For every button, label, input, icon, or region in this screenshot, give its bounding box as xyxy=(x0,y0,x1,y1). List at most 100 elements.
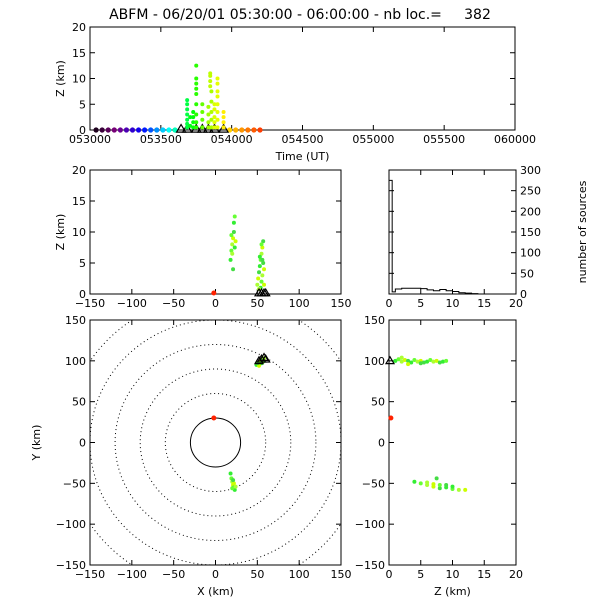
range-ring xyxy=(164,393,267,492)
source-point xyxy=(215,81,220,86)
z-y-y-ytick-label: 50 xyxy=(371,396,385,409)
plan-x-xtick-label: −100 xyxy=(117,568,147,581)
time-marker-dot xyxy=(111,127,117,133)
plan-y-ytick-label: 50 xyxy=(72,396,86,409)
source-point xyxy=(262,282,267,287)
source-point xyxy=(260,257,265,262)
plan-x-xtick-label: −150 xyxy=(75,568,105,581)
source-point xyxy=(212,102,217,107)
time-marker-dot xyxy=(93,127,99,133)
source-point xyxy=(260,273,265,278)
source-point xyxy=(431,359,436,364)
source-point xyxy=(261,239,266,244)
source-point xyxy=(261,261,266,265)
plan-y-axis-label: Y (km) xyxy=(30,425,43,462)
time-z-ytick-label: 5 xyxy=(79,98,86,111)
hist-x-xtick-label: 0 xyxy=(386,297,393,310)
source-point xyxy=(393,358,398,363)
source-point xyxy=(215,89,220,94)
source-point xyxy=(215,125,220,130)
time-marker-dot xyxy=(135,127,142,133)
source-point xyxy=(208,79,213,84)
range-ring xyxy=(139,368,292,517)
source-point xyxy=(185,117,190,122)
station-marker-triangle xyxy=(196,123,208,133)
source-point xyxy=(259,279,264,284)
x-z-panel: −150 −100 −50 0 50 100 150 0 5 10 15 20 Z (km) xyxy=(54,164,352,310)
range-ring xyxy=(114,344,317,541)
source-point xyxy=(231,236,236,241)
red-source-point xyxy=(211,415,217,421)
source-point xyxy=(232,214,237,219)
time-height-panel: 053000 053500 054000 054500 055000 055500 0600… xyxy=(54,21,536,163)
time-marker-dot xyxy=(117,127,123,133)
source-point xyxy=(200,117,205,122)
source-point xyxy=(194,63,199,68)
hist-x-xtick-label: 15 xyxy=(477,297,491,310)
time-marker-dot xyxy=(142,127,148,133)
z-y-y-ytick-label: 150 xyxy=(364,314,385,327)
source-point xyxy=(185,121,190,126)
source-point xyxy=(396,357,401,362)
source-point xyxy=(399,359,404,364)
source-point xyxy=(450,484,455,489)
source-point xyxy=(428,358,433,363)
plan-x-xtick-label: −50 xyxy=(162,568,185,581)
source-point xyxy=(257,270,262,275)
x-z-x-xtick-label: −50 xyxy=(162,297,185,310)
z-y-z-xtick-label: 5 xyxy=(417,568,424,581)
z-y-z-xtick-label: 15 xyxy=(477,568,491,581)
x-z-x-xtick-label: 0 xyxy=(212,297,219,310)
time-marker-dot xyxy=(166,127,172,133)
time-z-ytick-label: 10 xyxy=(72,73,86,86)
source-point xyxy=(194,112,199,117)
station-marker-triangle xyxy=(175,123,187,133)
source-point xyxy=(418,361,423,366)
plan-y-ytick-label: 150 xyxy=(65,314,86,327)
source-point xyxy=(200,109,205,114)
source-point xyxy=(232,245,237,250)
source-point xyxy=(221,120,226,125)
station-marker-triangle xyxy=(260,354,271,363)
hist-count-ytick-label: 200 xyxy=(520,205,541,218)
source-point xyxy=(185,98,190,103)
source-point xyxy=(221,115,226,120)
source-point xyxy=(194,91,199,96)
source-point xyxy=(215,109,220,114)
time-xtick-label: 055500 xyxy=(423,133,465,146)
source-point xyxy=(431,482,436,487)
red-source-point xyxy=(388,415,394,421)
source-point xyxy=(215,76,220,81)
source-point xyxy=(209,109,214,114)
source-point xyxy=(233,239,238,244)
time-marker-dot xyxy=(251,127,257,133)
source-point xyxy=(260,245,265,250)
hist-x-xtick-label: 5 xyxy=(417,297,424,310)
plan-x-xtick-label: 100 xyxy=(289,568,310,581)
station-marker-triangle xyxy=(218,123,230,133)
source-point xyxy=(418,481,423,486)
source-point xyxy=(231,481,236,486)
x-z-z-ytick-label: 20 xyxy=(72,164,86,177)
source-point xyxy=(188,123,193,128)
source-point xyxy=(206,112,211,117)
source-point xyxy=(233,484,238,489)
source-point xyxy=(215,94,220,99)
source-point xyxy=(215,117,220,122)
hist-x-xtick-label: 10 xyxy=(446,297,460,310)
source-point xyxy=(444,482,449,487)
plan-x-xtick-label: 50 xyxy=(250,568,264,581)
z-y-y-ytick-label: −150 xyxy=(355,559,385,572)
x-z-z-ytick-label: 15 xyxy=(72,195,86,208)
source-point xyxy=(221,125,226,130)
source-point xyxy=(212,125,217,130)
source-point xyxy=(206,120,211,125)
source-point xyxy=(262,267,267,272)
figure-title: ABFM - 06/20/01 05:30:00 - 06:00:00 - nb… xyxy=(109,7,491,23)
plan-x-xtick-label: 0 xyxy=(212,568,219,581)
source-point xyxy=(415,359,420,364)
hist-count-ytick-label: 0 xyxy=(520,288,527,301)
source-point xyxy=(255,282,260,287)
